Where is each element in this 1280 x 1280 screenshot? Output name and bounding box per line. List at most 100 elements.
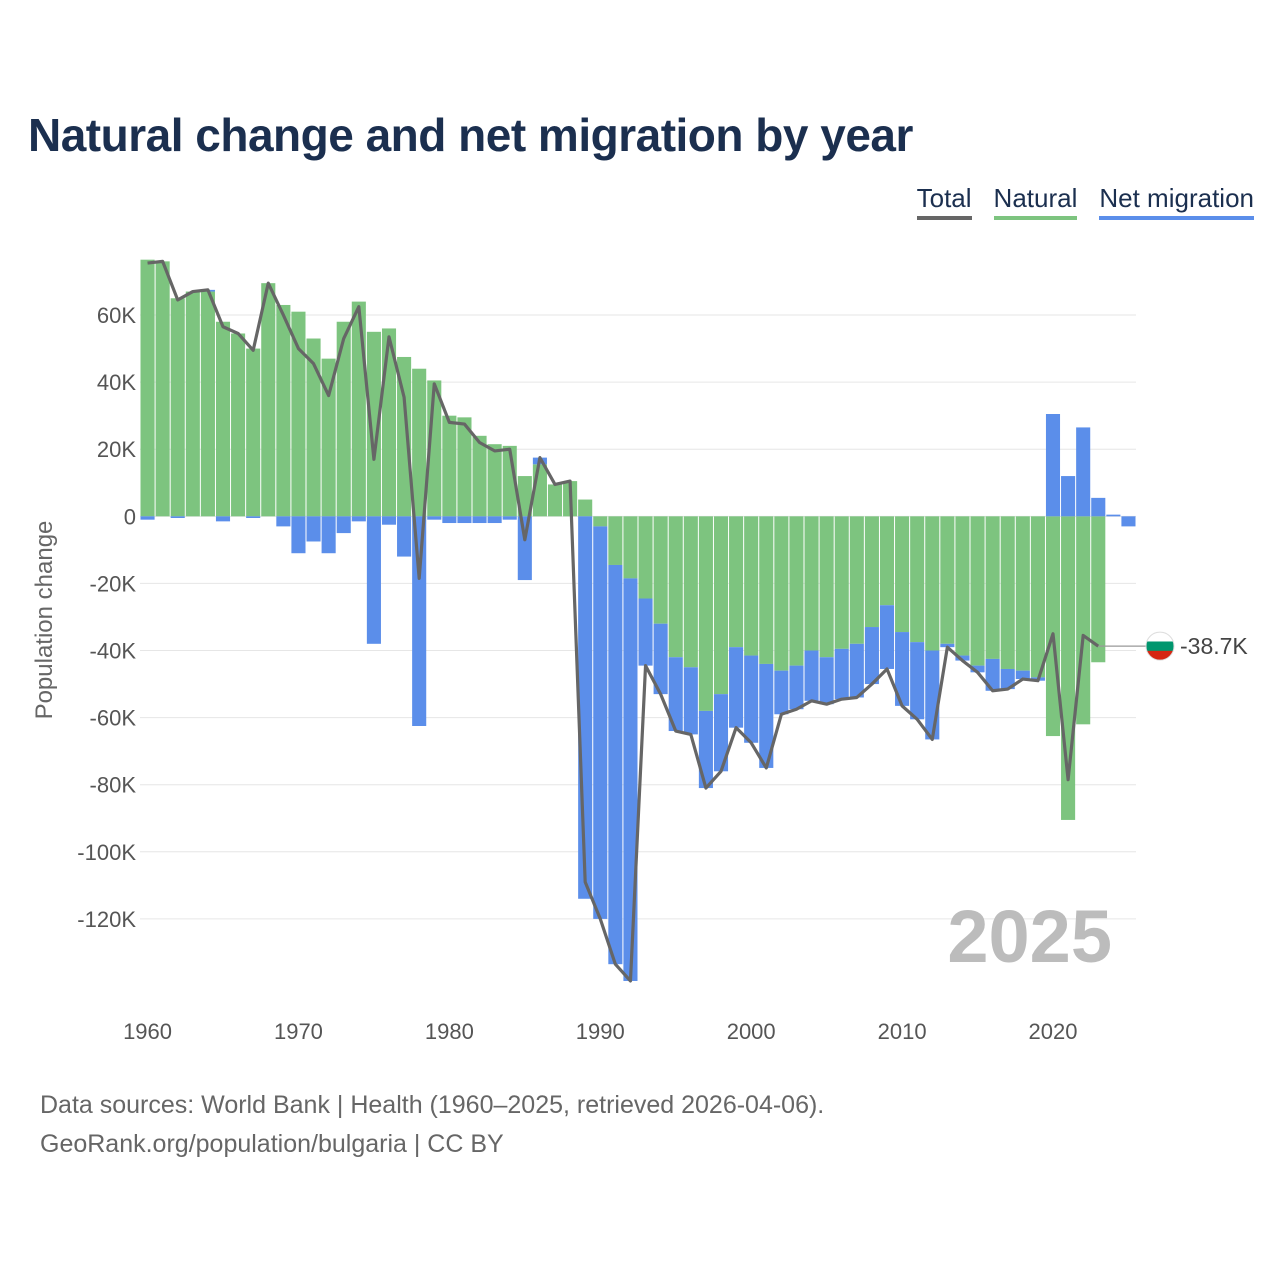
- bar-natural: [1091, 516, 1106, 663]
- footer: Data sources: World Bank | Health (1960–…: [40, 1086, 824, 1164]
- bar-natural: [849, 516, 864, 644]
- bar-net-migration: [1106, 514, 1121, 517]
- bar-natural: [698, 516, 713, 711]
- y-tick-label: -60K: [90, 706, 137, 731]
- bar-net-migration: [849, 643, 864, 698]
- bar-net-migration: [215, 516, 231, 522]
- bar-net-migration: [336, 516, 351, 534]
- x-axis-tick-labels: 1960 1970 1980 1990 2000 2010 2020: [123, 1019, 1077, 1044]
- bar-net-migration: [879, 605, 895, 669]
- bar-net-migration: [457, 516, 472, 524]
- bar-net-migration: [321, 516, 336, 554]
- bar-net-migration: [834, 648, 849, 700]
- bar-net-migration: [638, 598, 653, 666]
- chart-title: Natural change and net migration by year: [28, 109, 913, 161]
- bar-natural: [713, 516, 729, 695]
- bar-net-migration: [970, 665, 985, 673]
- bar-natural: [804, 516, 819, 651]
- bar-net-migration: [608, 564, 623, 965]
- bar-natural: [366, 331, 381, 517]
- bar-natural: [834, 516, 849, 649]
- flag-stripe: [1146, 650, 1174, 661]
- bar-natural: [1015, 516, 1030, 671]
- bar-natural: [774, 516, 789, 671]
- bar-natural: [623, 516, 638, 579]
- bar-net-migration: [140, 516, 155, 520]
- flag-border: [1145, 631, 1175, 661]
- bar-net-migration: [1121, 516, 1136, 527]
- bar-natural: [155, 261, 170, 517]
- bulgaria-flag-icon: [1145, 631, 1175, 661]
- bar-natural: [985, 516, 1000, 659]
- bar-net-migration: [1076, 427, 1091, 517]
- bar-net-migration: [729, 647, 744, 728]
- bar-natural: [683, 516, 698, 668]
- end-value-label: -38.7K: [1180, 633, 1248, 659]
- bar-natural: [819, 516, 834, 658]
- legend-item-natural[interactable]: Natural: [993, 183, 1078, 220]
- line-total: [147, 259, 1100, 983]
- bar-net-migration: [1091, 497, 1106, 517]
- bar-natural: [1030, 516, 1045, 678]
- y-tick-label: 20K: [97, 437, 136, 462]
- bar-net-migration: [351, 516, 366, 522]
- bar-net-migration: [412, 516, 427, 726]
- end-marker: -38.7K: [1098, 631, 1248, 661]
- bar-net-migration: [895, 632, 910, 706]
- bar-net-migration: [170, 516, 185, 518]
- y-tick-label: 40K: [97, 370, 136, 395]
- bar-natural: [910, 516, 925, 643]
- bar-net-migration: [291, 516, 306, 554]
- bar-natural: [517, 476, 532, 517]
- bar-net-migration: [683, 667, 698, 735]
- x-tick-label: 2020: [1029, 1019, 1078, 1044]
- bar-net-migration: [819, 657, 834, 705]
- bar-natural: [261, 283, 276, 517]
- total-series: [147, 259, 1100, 983]
- y-tick-label: -100K: [77, 840, 136, 865]
- legend: Total Natural Net migration: [916, 183, 1254, 220]
- bar-net-migration: [593, 526, 608, 919]
- bar-net-migration: [910, 642, 925, 720]
- bar-natural: [412, 368, 427, 517]
- bar-natural: [1045, 516, 1061, 737]
- y-tick-label: 0: [124, 504, 136, 529]
- bar-natural: [593, 516, 608, 527]
- bar-natural: [487, 444, 502, 517]
- y-tick-label: -80K: [90, 773, 137, 798]
- footer-credit[interactable]: GeoRank.org/population/bulgaria | CC BY: [40, 1130, 504, 1158]
- bar-net-migration: [985, 658, 1000, 691]
- bar-natural: [955, 516, 970, 656]
- bar-natural: [291, 311, 306, 517]
- x-tick-label: 1970: [274, 1019, 323, 1044]
- bar-net-migration: [427, 516, 442, 520]
- bar-net-migration: [653, 623, 668, 695]
- bar-net-migration: [668, 657, 683, 732]
- bar-natural: [140, 259, 155, 517]
- x-tick-label: 2010: [878, 1019, 927, 1044]
- bar-natural: [940, 516, 955, 644]
- bar-net-migration: [698, 710, 713, 789]
- x-tick-label: 1980: [425, 1019, 474, 1044]
- bar-net-migration: [1061, 476, 1076, 517]
- bar-natural: [306, 338, 321, 517]
- footer-sources: Data sources: World Bank | Health (1960–…: [40, 1091, 825, 1119]
- bar-natural: [200, 291, 215, 517]
- bar-natural: [864, 516, 879, 628]
- bar-net-migration: [487, 516, 502, 524]
- bar-natural: [547, 484, 563, 517]
- bar-natural: [231, 333, 246, 517]
- legend-item-net-migration[interactable]: Net migration: [1099, 183, 1254, 220]
- bar-net-migration: [955, 655, 970, 661]
- x-tick-label: 2000: [727, 1019, 776, 1044]
- bar-natural: [638, 516, 653, 599]
- bar-natural: [668, 516, 683, 658]
- legend-item-total[interactable]: Total: [916, 183, 972, 220]
- bar-natural: [246, 348, 261, 517]
- bar-net-migration: [864, 627, 879, 685]
- bars: [140, 259, 1136, 981]
- y-tick-label: -20K: [90, 571, 137, 596]
- bar-natural: [744, 516, 759, 656]
- bar-net-migration: [1045, 414, 1061, 517]
